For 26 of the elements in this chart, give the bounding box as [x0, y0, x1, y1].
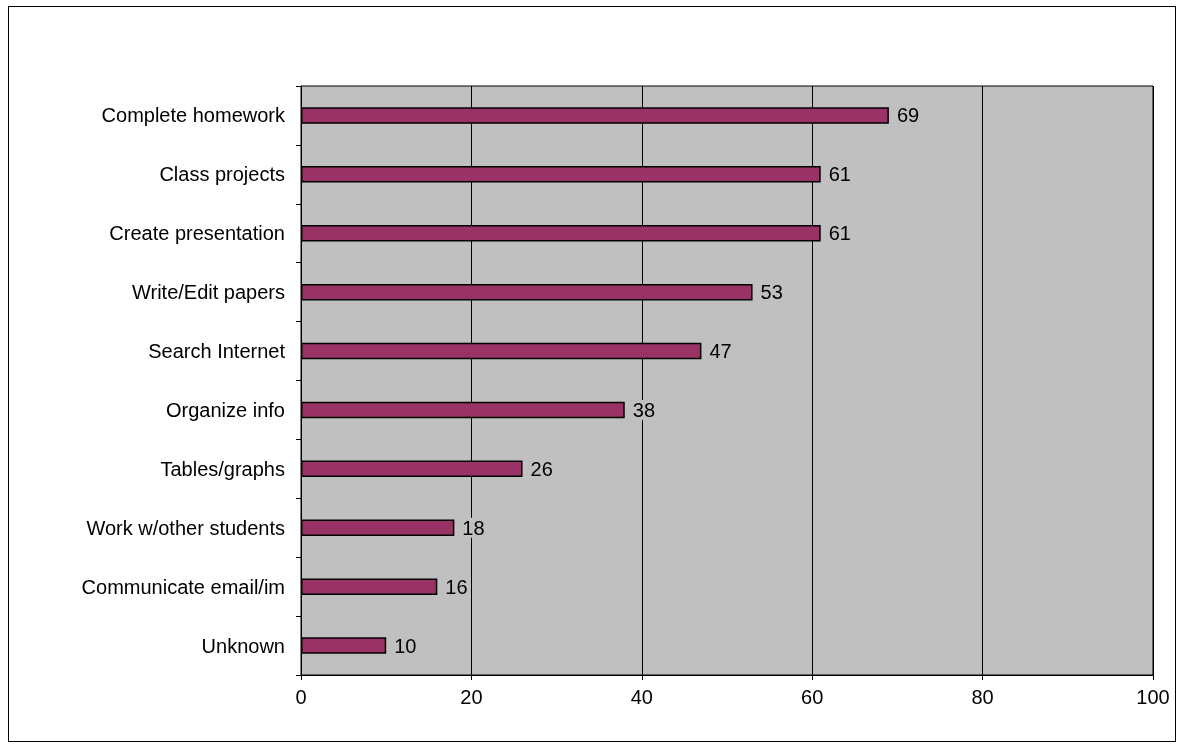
- y-tick-label: Complete homework: [101, 104, 286, 127]
- y-tick-label: Create presentation: [109, 222, 285, 245]
- x-tick-label: 20: [460, 686, 483, 708]
- y-tick-label: Tables/graphs: [160, 457, 285, 480]
- data-label: 18: [462, 516, 485, 539]
- y-tick-label: Organize info: [166, 398, 285, 421]
- y-tick-label: Work w/other students: [86, 516, 285, 539]
- y-tick-label: Write/Edit papers: [131, 281, 285, 304]
- x-tick-label: 100: [1136, 686, 1170, 708]
- data-label: 53: [760, 281, 783, 304]
- data-label: 26: [530, 457, 553, 480]
- data-label: 61: [828, 163, 851, 186]
- x-tick-label: 60: [801, 686, 824, 708]
- y-tick-label: Search Internet: [148, 340, 286, 363]
- data-label: 38: [632, 398, 656, 421]
- x-tick-label: 40: [630, 686, 653, 708]
- y-tick-label: Class projects: [159, 163, 285, 186]
- data-label: 47: [709, 340, 732, 363]
- x-tick-label: 80: [971, 686, 994, 708]
- y-tick-label: Unknown: [201, 634, 285, 657]
- data-label: 16: [445, 575, 468, 598]
- x-tick-label: 0: [295, 686, 307, 708]
- data-label: 10: [394, 634, 417, 657]
- data-label: 69: [896, 104, 920, 127]
- data-label: 61: [828, 222, 851, 245]
- y-tick-label: Communicate email/im: [81, 575, 285, 598]
